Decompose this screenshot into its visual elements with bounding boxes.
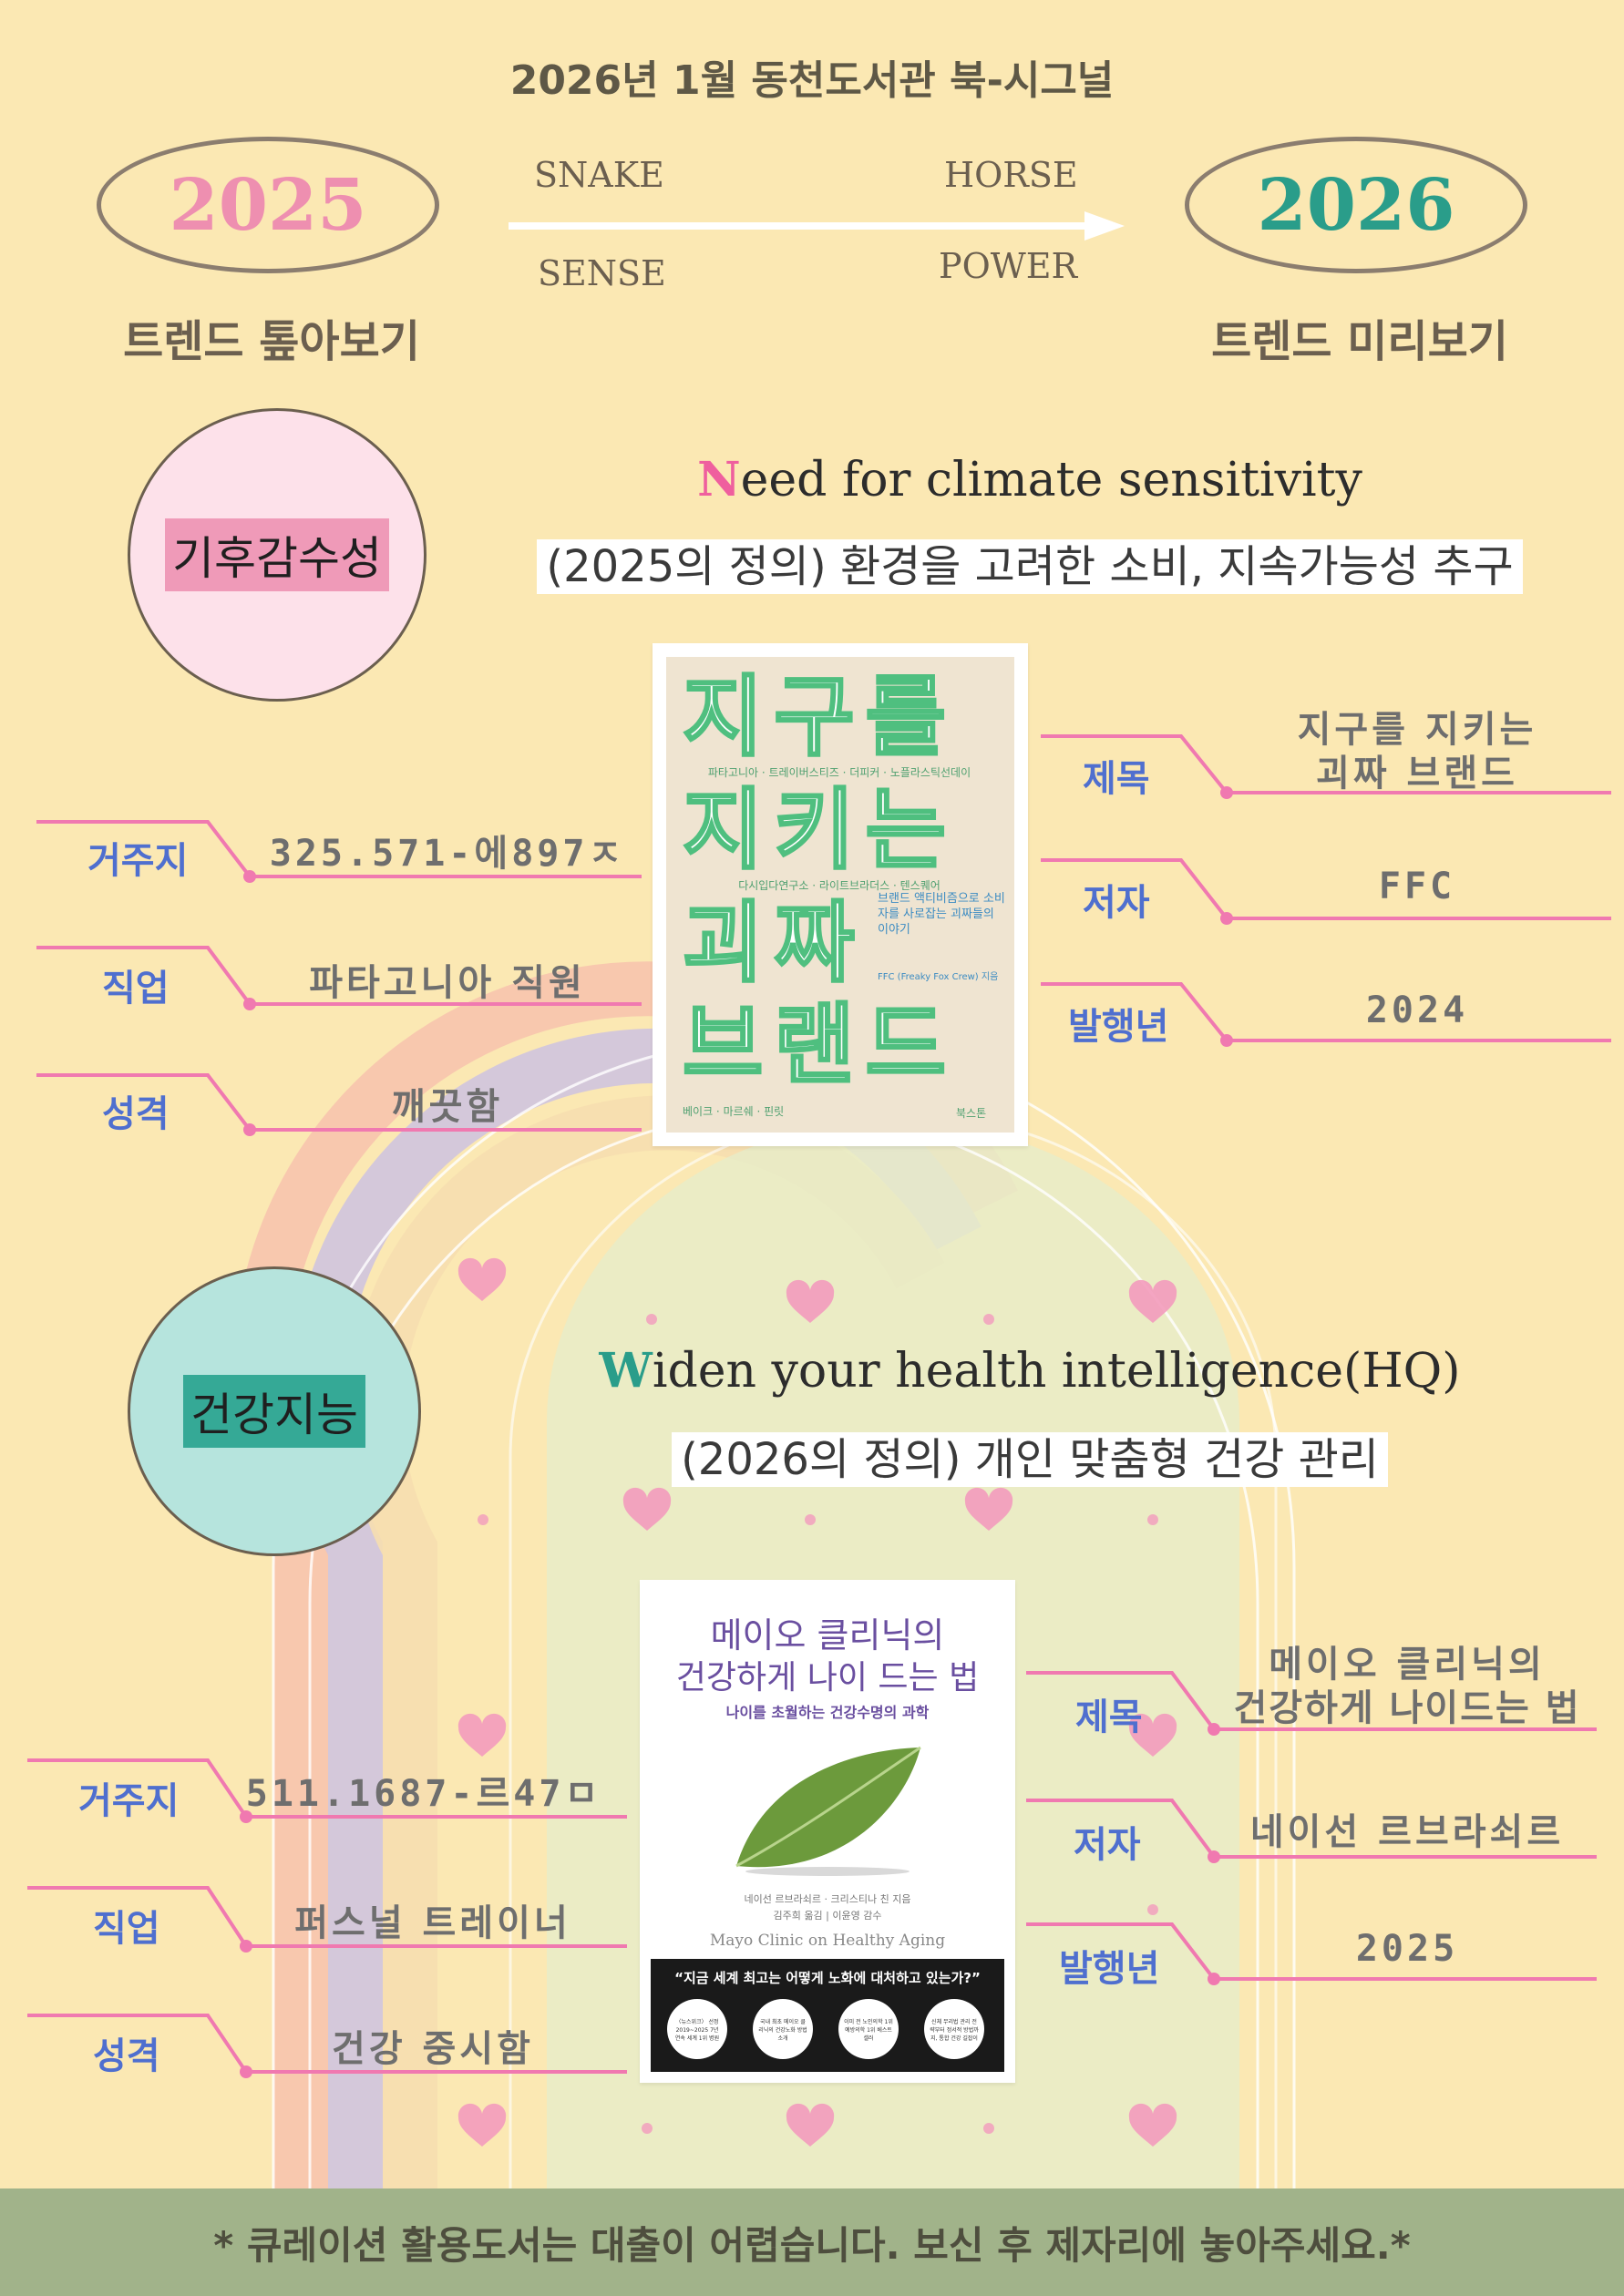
section2-label-job: 직업: [93, 1908, 160, 1950]
section1-value-year: 2024: [1365, 989, 1469, 1031]
arrow-word-sense: SENSE: [538, 253, 666, 293]
section1-label-author: 저자: [1083, 882, 1150, 924]
section2-value-author: 네이선 르브라쇠르: [1249, 1811, 1565, 1853]
section2-definition: (2026의 정의) 개인 맞춤형 건강 관리: [672, 1432, 1388, 1487]
cover1-title-line4: 브랜드: [682, 994, 957, 1096]
cover2-dark-band: “지금 세계 최고는 어떻게 노화에 대처하고 있는가?” 〈뉴스위크〉 선정 …: [651, 1959, 1004, 2072]
section2-value-location: 511.1687-르47ㅁ: [245, 1773, 602, 1815]
section1-label-title: 제목: [1083, 758, 1150, 800]
keyword-climate-sensitivity: 기후감수성: [165, 518, 389, 591]
cover2-badge-2: 국내 최초 메이오 클리닉의 건강노화 방법 소개: [753, 1999, 813, 2059]
arrow-word-power: POWER: [939, 246, 1078, 286]
section2-label-title: 제목: [1075, 1696, 1143, 1738]
section2-heading-rest: iden your health intelligence(HQ): [652, 1344, 1461, 1399]
cover2-badge-4: 신체 무리법 관리 전략부터 정서적 방법까지, 통합 건강 길잡이: [924, 1999, 984, 2059]
section1-label-location: 거주지: [87, 840, 189, 882]
keyword-circle-climate: 기후감수성: [128, 408, 427, 702]
section1-value-personality: 깨끗함: [391, 1086, 504, 1128]
section1-label-job: 직업: [102, 968, 170, 1010]
section1-heading-initial: N: [697, 452, 741, 507]
footer-notice: * 큐레이션 활용도서는 대출이 어렵습니다. 보신 후 제자리에 놓아주세요.…: [0, 2188, 1624, 2296]
cover1-brands-2: 다시입다연구소 · 라이트브라더스 · 텐스퀘어: [738, 879, 940, 892]
section2-label-location: 거주지: [78, 1780, 180, 1822]
cover2-title-line1: 메이오 클리닉의: [710, 1615, 945, 1655]
section1-value-title-line1: 지구를 지키는: [1297, 709, 1537, 751]
cover1-title-line3: 괴짜: [682, 892, 866, 994]
section1-value-location: 325.571-에897ㅈ: [269, 833, 626, 875]
section1-label-year: 발행년: [1068, 1006, 1169, 1048]
cover2-quote: “지금 세계 최고는 어떻게 노화에 대처하고 있는가?”: [674, 1970, 981, 1986]
section2-label-author: 저자: [1074, 1824, 1141, 1866]
section1-definition: (2025의 정의) 환경을 고려한 소비, 지속가능성 추구: [537, 539, 1523, 594]
section2-definition-wrap: (2026의 정의) 개인 맞춤형 건강 관리: [492, 1423, 1567, 1487]
cover1-title-line2: 지키는: [682, 779, 957, 881]
cover2-english-title: Mayo Clinic on Healthy Aging: [709, 1932, 946, 1950]
cover2-translators: 김주희 옮김 | 이윤영 감수: [773, 1910, 882, 1922]
section1-definition-wrap: (2025의 정의) 환경을 고려한 소비, 지속가능성 추구: [492, 530, 1567, 594]
arrow-right-icon: [509, 211, 1125, 241]
cover2-subtitle: 나이를 초월하는 건강수명의 과학: [725, 1704, 930, 1721]
cover2-title-line2: 건강하게 나이 드는 법: [675, 1659, 980, 1696]
section2-value-job: 퍼스널 트레이너: [294, 1902, 571, 1944]
keyword-circle-health: 건강지능: [128, 1266, 421, 1556]
cover1-brands-3: 베이크 · 마르쉐 · 핀릿: [683, 1105, 785, 1118]
section2-value-personality: 건강 중시함: [332, 2028, 534, 2070]
right-subtitle: 트렌드 미리보기: [1211, 316, 1508, 367]
year-2026-oval: 2026: [1185, 137, 1527, 273]
section1-heading: Need for climate sensitivity: [492, 452, 1567, 507]
book-cover-mayo-clinic: 메이오 클리닉의 건강하게 나이 드는 법 나이를 초월하는 건강수명의 과학 …: [640, 1580, 1015, 2083]
cover1-publisher: 북스톤: [956, 1107, 987, 1120]
page-title: 2026년 1월 동천도서관 북-시그널: [509, 57, 1115, 104]
cover2-badge-1: 〈뉴스위크〉 선정 2019~2025 7년 연속 세계 1위 병원: [667, 1999, 727, 2059]
section2-label-year: 발행년: [1059, 1948, 1160, 1990]
section2-label-personality: 성격: [93, 2035, 160, 2077]
section1-heading-rest: eed for climate sensitivity: [740, 453, 1362, 507]
section2-value-year: 2025: [1355, 1928, 1459, 1970]
arrow-word-snake: SNAKE: [534, 155, 664, 195]
section1-value-title-line2: 괴짜 브랜드: [1316, 753, 1518, 794]
book-cover-earth-brands: 지구를 파타고니아 · 트레이버스티즈 · 더피커 · 노플라스틱선데이 지키는…: [653, 643, 1028, 1146]
section2-heading-initial: W: [599, 1343, 653, 1399]
left-subtitle: 트렌드 톺아보기: [123, 316, 420, 367]
cover1-title-line1: 지구를: [682, 666, 957, 768]
section1-label-personality: 성격: [102, 1093, 170, 1135]
cover2-authors: 네이선 르브라쇠르 · 크리스티나 친 지음: [744, 1893, 911, 1905]
arrow-word-horse: HORSE: [944, 155, 1078, 195]
section2-value-title-line1: 메이오 클리닉의: [1269, 1644, 1546, 1686]
section2-heading: Widen your health intelligence(HQ): [492, 1343, 1567, 1399]
cover1-brands-1: 파타고니아 · 트레이버스티즈 · 더피커 · 노플라스틱선데이: [707, 766, 971, 779]
section1-value-author: FFC: [1378, 866, 1456, 907]
cover2-badge-3: 이미 전 노인의학 1위 예방의학 1위 베스트셀러: [838, 1999, 899, 2059]
leaf-icon: [735, 1746, 921, 1876]
keyword-health-intelligence: 건강지능: [183, 1375, 365, 1448]
cover1-author-line: FFC (Freaky Fox Crew) 지음: [878, 972, 999, 982]
year-2025-oval: 2025: [97, 137, 439, 273]
section2-value-title-line2: 건강하게 나이드는 법: [1233, 1687, 1581, 1729]
section1-value-job: 파타고니아 직원: [309, 962, 586, 1004]
cover1-tagline: 브랜드 액티비즘으로 소비자를 사로잡는 괴짜들의 이야기: [878, 892, 1005, 937]
